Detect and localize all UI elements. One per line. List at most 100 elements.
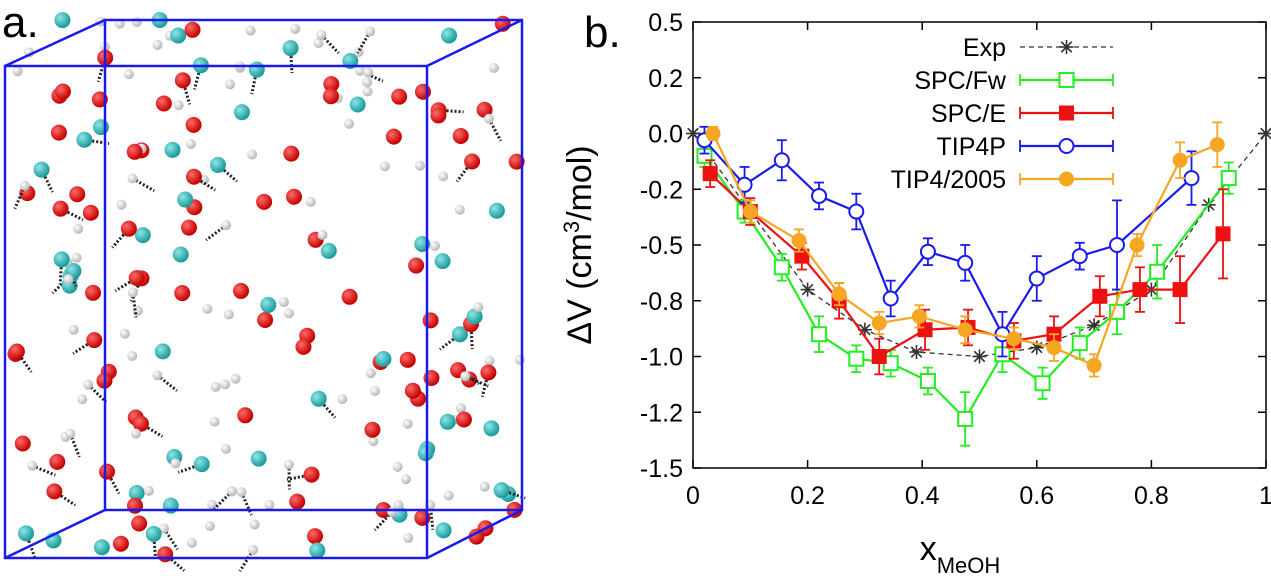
box-edge <box>427 20 522 66</box>
hydrogen-atom <box>344 119 354 129</box>
hydrogen-atom <box>152 370 162 380</box>
y-tick-label: -0.8 <box>640 288 683 316</box>
oxygen-atom <box>121 221 137 237</box>
legend-label: Exp <box>963 34 1006 62</box>
oxygen-atom <box>113 536 129 552</box>
carbon-atom <box>135 227 151 243</box>
carbon-atom <box>440 414 456 430</box>
data-point <box>849 205 863 219</box>
data-point <box>921 374 935 388</box>
carbon-atom <box>155 343 171 359</box>
hydrogen-atom <box>20 181 30 191</box>
oxygen-atom <box>127 144 143 160</box>
hydrogen-atom <box>225 79 235 89</box>
data-point <box>1173 283 1187 297</box>
carbon-atom <box>54 12 70 28</box>
carbon-atom <box>311 391 327 407</box>
carbon-atom <box>260 297 276 313</box>
data-point <box>812 189 826 203</box>
carbon-atom <box>170 27 186 43</box>
hydrogen-atom <box>246 26 256 36</box>
data-point <box>1007 332 1021 346</box>
oxygen-atom <box>127 498 143 514</box>
oxygen-atom <box>464 153 480 169</box>
hydrogen-atom <box>224 309 234 319</box>
data-point <box>1210 138 1224 152</box>
hydrogen-atom <box>337 394 347 404</box>
hydrogen-atom <box>455 205 465 215</box>
oxygen-atom <box>129 270 145 286</box>
hydrogen-atom <box>127 173 137 183</box>
hydrogen-atom <box>248 545 258 555</box>
y-tick-label: -0.2 <box>640 176 683 204</box>
hydrogen-atom <box>27 461 37 471</box>
data-point <box>775 153 789 167</box>
oxygen-atom <box>55 84 71 100</box>
carbon-atom <box>249 62 265 78</box>
molecular-box-image <box>0 0 560 573</box>
oxygen-atom <box>342 289 358 305</box>
hydrogen-atom <box>489 63 499 73</box>
carbon-atom <box>173 246 189 262</box>
carbon-atom <box>234 104 250 120</box>
data-point <box>1173 153 1187 167</box>
hydrogen-atom <box>279 297 289 307</box>
y-tick-label: 0.5 <box>648 9 683 37</box>
hydrogen-atom <box>205 521 215 531</box>
hydrogen-atom <box>170 458 180 468</box>
carbon-atom <box>436 522 452 538</box>
data-point <box>912 309 926 323</box>
hydrogen-atom <box>362 77 372 87</box>
oxygen-atom <box>86 332 102 348</box>
hydrogen-atom <box>318 230 328 240</box>
legend-label: TIP4/2005 <box>891 166 1006 194</box>
oxygen-atom <box>51 125 67 141</box>
carbon-atom <box>283 40 299 56</box>
carbon-atom <box>375 351 391 367</box>
data-point <box>1150 265 1164 279</box>
carbon-atom <box>483 420 499 436</box>
hydrogen-atom <box>13 66 23 76</box>
oxygen-atom <box>257 312 273 328</box>
legend-label: SPC/E <box>931 100 1006 128</box>
oxygen-atom <box>480 364 496 380</box>
data-point <box>1073 249 1087 263</box>
legend-marker <box>1060 40 1074 54</box>
carbon-atom <box>251 451 267 467</box>
data-point <box>958 412 972 426</box>
data-point <box>1093 289 1107 303</box>
hydrogen-atom <box>368 436 378 446</box>
carbon-atom <box>177 192 193 208</box>
oxygen-atom <box>286 189 302 205</box>
hydrogen-atom <box>153 40 163 50</box>
data-point <box>884 292 898 306</box>
hydrogen-atom <box>484 356 494 366</box>
x-tick-label: 1 <box>1259 482 1271 510</box>
hydrogen-atom <box>210 417 220 427</box>
oxygen-atom <box>283 146 299 162</box>
x-tick-label: 0.8 <box>1134 482 1169 510</box>
carbon-atom <box>441 27 457 43</box>
hydrogen-atom <box>231 374 241 384</box>
oxygen-atom <box>85 285 101 301</box>
carbon-atom <box>165 142 181 158</box>
hydrogen-atom <box>83 380 93 390</box>
data-point <box>872 350 886 364</box>
hydrogen-atom <box>69 325 79 335</box>
data-point <box>1036 376 1050 390</box>
legend-label: TIP4P <box>937 133 1006 161</box>
data-point <box>958 256 972 270</box>
carbon-atom <box>54 251 70 267</box>
oxygen-atom <box>415 84 431 100</box>
carbon-atom <box>146 526 162 542</box>
hydrogen-atom <box>227 486 237 496</box>
series-tip4p <box>697 127 1198 357</box>
data-point <box>849 352 863 366</box>
data-point <box>743 205 757 219</box>
molecular-snapshot-panel: a. <box>0 0 560 573</box>
y-axis-label: ΔV (cm3/mol) <box>560 145 599 344</box>
oxygen-atom <box>15 436 31 452</box>
carbon-atom <box>489 203 505 219</box>
carbon-atom <box>76 132 92 148</box>
